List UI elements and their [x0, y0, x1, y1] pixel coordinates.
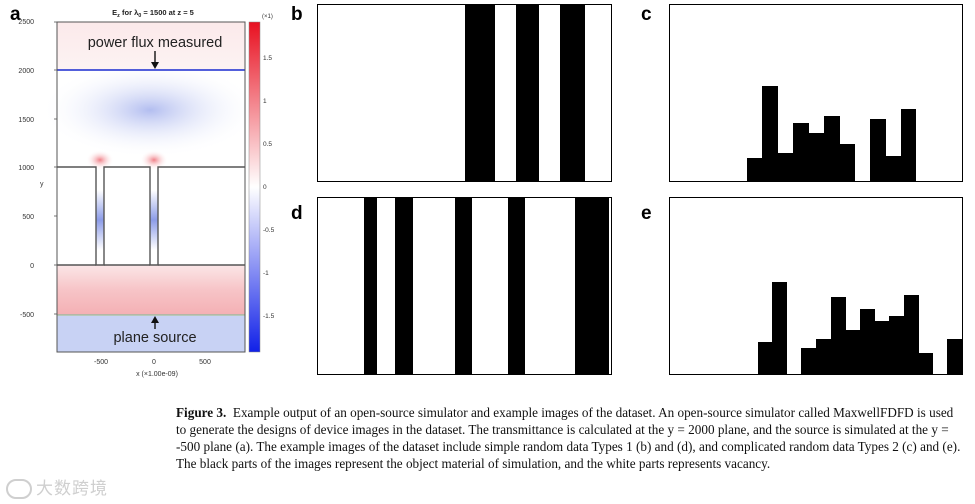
panel-c-image [669, 4, 963, 182]
colorbar-exponent: (×1) [262, 14, 273, 20]
y-axis-label: y [40, 181, 44, 188]
black-stripe [454, 198, 472, 374]
panel-b-image [317, 4, 612, 182]
black-column [777, 152, 794, 181]
waveguide-field-right [150, 190, 158, 250]
plot-frame [56, 21, 246, 353]
waveguide-field-left [96, 190, 104, 250]
x-tick-0: 0 [152, 359, 156, 366]
hotspot-right [140, 150, 168, 170]
field-lobe [40, 62, 260, 158]
black-stripe [395, 198, 414, 374]
black-column [792, 122, 809, 181]
black-column [830, 296, 846, 374]
black-column [869, 119, 886, 181]
panel-e-image [669, 197, 963, 375]
hotspot-left [86, 150, 114, 170]
structure-outline-top [57, 166, 245, 266]
y-tick-0: 0 [30, 263, 34, 270]
black-column [801, 347, 817, 374]
panel-letter-e: e [641, 203, 652, 224]
caption-label: Figure 3. [176, 405, 227, 420]
panel-letter-a: a [10, 4, 21, 25]
black-column [845, 330, 861, 374]
watermark-icon [6, 479, 32, 499]
arrow-down-icon [151, 62, 159, 69]
y-tick-1000: 1000 [18, 165, 34, 172]
panel-d-image [317, 197, 612, 375]
arrow-up-icon [151, 316, 159, 323]
black-column [823, 115, 840, 181]
simulation-field-plot: Ez for λ0 = 1500 at z = 5 power flux mea… [18, 8, 275, 378]
x-tick-labels: -500 0 500 [94, 359, 211, 366]
x-axis-label: x (×1.00e-09) [136, 371, 178, 378]
colorbar-tick-neg1: -1 [263, 270, 269, 277]
black-stripe [560, 5, 586, 181]
y-tick-labels: 2500 2000 1500 1000 500 0 -500 [18, 19, 34, 319]
black-column [874, 321, 890, 374]
colorbar-tick-labels: 1.5 1 0.5 0 -0.5 -1 -1.5 [263, 55, 275, 320]
colorbar-tick-neg1.5: -1.5 [263, 313, 275, 320]
black-column [947, 338, 962, 374]
source-region [57, 316, 245, 352]
watermark-text: 大数跨境 [36, 479, 108, 499]
black-column [839, 144, 855, 181]
black-column [918, 352, 934, 374]
field-band-positive [57, 265, 245, 315]
annotation-plane-source: plane source [113, 330, 196, 346]
black-column [903, 294, 919, 374]
y-tick-marks [54, 21, 57, 315]
x-tick-500: 500 [199, 359, 211, 366]
x-tick-neg500: -500 [94, 359, 108, 366]
colorbar-tick-1: 1 [263, 98, 267, 105]
black-column [859, 308, 875, 374]
colorbar-tick-0.5: 0.5 [263, 141, 272, 148]
annotation-power-flux: power flux measured [88, 35, 223, 51]
caption-text: Example output of an open-source simulat… [176, 405, 961, 471]
black-column [816, 338, 832, 374]
black-stripe [516, 5, 539, 181]
black-column [808, 133, 825, 181]
y-tick-500: 500 [22, 214, 34, 221]
colorbar-tick-1.5: 1.5 [263, 55, 272, 62]
watermark-logo: 大数跨境 [6, 474, 108, 499]
black-column [746, 158, 763, 181]
panel-letter-d: d [291, 203, 303, 224]
black-column [900, 108, 917, 181]
black-stripe [507, 198, 525, 374]
black-stripe [364, 198, 377, 374]
black-stripe [574, 198, 609, 374]
black-column [757, 342, 773, 374]
colorbar-tick-neg0.5: -0.5 [263, 227, 275, 234]
black-column [762, 85, 779, 181]
plot-title: Ez for λ0 = 1500 at z = 5 [112, 8, 194, 19]
y-tick-1500: 1500 [18, 117, 34, 124]
black-column [885, 156, 902, 181]
panel-letter-c: c [641, 4, 652, 25]
black-stripe [465, 5, 496, 181]
y-tick-2500: 2500 [18, 19, 34, 26]
y-tick-neg500: -500 [20, 312, 34, 319]
panel-letter-b: b [291, 4, 303, 25]
black-column [889, 315, 905, 374]
black-column [772, 282, 788, 374]
figure-caption: Figure 3. Example output of an open-sour… [176, 404, 966, 472]
colorbar-tick-0: 0 [263, 184, 267, 191]
y-tick-2000: 2000 [18, 68, 34, 75]
colorbar [248, 21, 261, 353]
